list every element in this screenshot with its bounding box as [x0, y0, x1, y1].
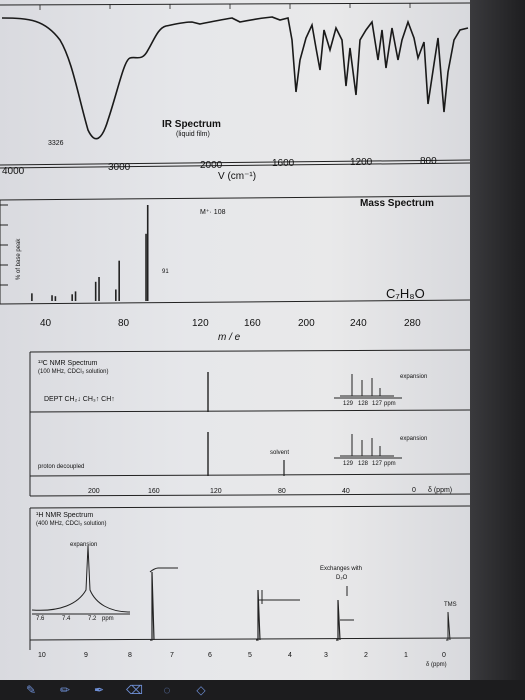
ir-tick-2000: 2000 — [200, 160, 223, 171]
ir-subtitle: (liquid film) — [176, 131, 210, 138]
annotation-toolbar: ✎ ✏ ✒ ⌫ ◌ ◇ — [0, 683, 525, 699]
eraser-icon[interactable]: ⌫ — [126, 683, 143, 697]
ms-tick-40: 40 — [40, 318, 52, 329]
h1-tick-2: 2 — [364, 652, 368, 659]
ir-title: IR Spectrum — [162, 119, 221, 130]
h1-tms-label: TMS — [444, 602, 457, 608]
c13-tick-80: 80 — [278, 488, 286, 495]
h1-tick-7: 7 — [170, 652, 174, 659]
ms-peak-91: 91 — [162, 269, 169, 275]
h1-panel — [29, 505, 470, 650]
h1-subtitle: (400 MHz, CDCl₃ solution) — [36, 521, 107, 527]
h1-axis-unit: δ (ppm) — [426, 662, 447, 668]
c13-expansion-1: expansion — [400, 374, 428, 380]
ms-molecular-ion: M⁺· 108 — [200, 209, 226, 216]
c13-exp-tick-128-a: 128 — [358, 401, 369, 407]
bottom-bar — [0, 680, 525, 700]
screen-bezel — [470, 0, 525, 700]
ms-panel — [0, 195, 470, 305]
c13-proton-label: proton decoupled — [38, 464, 85, 470]
c13-title: ¹³C NMR Spectrum — [38, 360, 98, 367]
c13-tick-120: 120 — [210, 488, 222, 495]
ir-tick-4000: 4000 — [2, 166, 25, 177]
h1-tick-10: 10 — [38, 652, 46, 659]
ir-tick-3000: 3000 — [108, 162, 131, 173]
ms-tick-80: 80 — [118, 318, 130, 329]
h1-tick-4: 4 — [288, 652, 292, 659]
h1-tick-6: 6 — [208, 652, 212, 659]
pencil-icon[interactable]: ✏ — [59, 683, 71, 697]
ms-y-label: % of base peak — [16, 238, 22, 280]
ms-tick-240: 240 — [350, 318, 367, 329]
c13-tick-0: 0 — [412, 487, 416, 494]
c13-panel — [29, 349, 470, 497]
h1-tick-1: 1 — [404, 652, 408, 659]
h1-tick-3: 3 — [324, 652, 328, 659]
shapes-icon[interactable]: ◇ — [196, 683, 206, 697]
c13-exp-tick-129-b: 129 — [343, 461, 354, 467]
h1-tick-0: 0 — [442, 652, 446, 659]
c13-exp-tick-128-b: 128 — [358, 461, 369, 467]
ir-trace — [1, 16, 469, 140]
c13-tick-200: 200 — [88, 488, 100, 495]
ms-title: Mass Spectrum — [360, 198, 434, 209]
c13-tick-160: 160 — [148, 488, 160, 495]
h1-tick-8: 8 — [128, 652, 132, 659]
ir-peak-label: 3326 — [48, 140, 64, 147]
ms-y-ticks — [0, 204, 8, 286]
h1-exp-tick-74: 7.4 — [62, 616, 71, 622]
h1-tick-5: 5 — [248, 652, 252, 659]
c13-dept-label: DEPT CH₂↓ CH₃↑ CH↑ — [44, 396, 115, 403]
c13-exp-tick-127-a: 127 — [372, 401, 383, 407]
ir-panel — [0, 2, 470, 169]
lasso-icon[interactable]: ◌ — [163, 683, 171, 697]
ms-axis-label: m / e — [218, 332, 241, 343]
ms-tick-280: 280 — [404, 318, 421, 329]
ir-tick-1200: 1200 — [350, 157, 373, 168]
pen-icon[interactable]: ✎ — [25, 683, 37, 697]
h1-exchange-label: Exchanges with — [320, 566, 363, 572]
h1-exp-ppm: ppm — [102, 616, 114, 622]
c13-exp-tick-129-a: 129 — [343, 401, 354, 407]
c13-axis-unit: δ (ppm) — [428, 487, 453, 494]
c13-tick-40: 40 — [342, 488, 350, 495]
ms-bars — [31, 205, 149, 301]
h1-expansion: expansion — [70, 542, 98, 548]
c13-exp-ppm-a: ppm — [384, 401, 396, 407]
c13-subtitle: (100 MHz, CDCl₃ solution) — [38, 369, 109, 375]
ms-tick-200: 200 — [298, 318, 315, 329]
spectra-graphics — [0, 2, 470, 650]
c13-exp-tick-127-b: 127 — [372, 461, 383, 467]
h1-title: ¹H NMR Spectrum — [36, 512, 94, 519]
ir-tick-1600: 1600 — [272, 158, 295, 169]
c13-exp-ppm-b: ppm — [384, 461, 396, 467]
highlighter-icon[interactable]: ✒ — [93, 683, 105, 697]
ir-axis-label: V (cm⁻¹) — [218, 171, 257, 182]
h1-exchange-sub: D₂O — [336, 575, 348, 581]
ir-tick-800: 800 — [420, 156, 437, 167]
h1-tick-9: 9 — [84, 652, 88, 659]
h1-exp-tick-72: 7.2 — [88, 616, 97, 622]
c13-solvent-label: solvent — [270, 450, 290, 456]
h1-exp-tick-76: 7.6 — [36, 616, 45, 622]
ms-formula: C₇H₈O — [386, 286, 425, 301]
ms-tick-160: 160 — [244, 318, 261, 329]
ms-tick-120: 120 — [192, 318, 209, 329]
c13-expansion-2: expansion — [400, 436, 428, 442]
